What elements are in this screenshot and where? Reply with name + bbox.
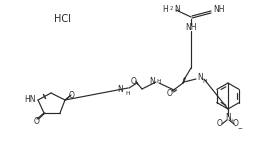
Text: N: N (149, 77, 155, 86)
Text: +: + (230, 118, 234, 124)
Text: O: O (131, 77, 137, 86)
Text: H: H (156, 79, 161, 84)
Text: H: H (162, 4, 168, 14)
Text: O: O (69, 90, 75, 100)
Text: 2: 2 (170, 6, 173, 11)
Text: N: N (174, 4, 180, 14)
Text: HCl: HCl (54, 14, 70, 24)
Text: NH: NH (213, 4, 224, 14)
Text: H: H (125, 91, 130, 96)
Text: H: H (202, 79, 206, 84)
Text: HN: HN (25, 96, 36, 104)
Text: N: N (197, 73, 203, 82)
Text: NH: NH (185, 24, 197, 32)
Text: ·: · (182, 73, 186, 87)
Text: N: N (225, 114, 231, 122)
Text: O: O (217, 120, 223, 128)
Text: O: O (233, 120, 239, 128)
Text: O: O (167, 89, 173, 97)
Text: N: N (117, 84, 123, 93)
Text: −: − (238, 125, 242, 131)
Text: O: O (34, 118, 40, 127)
